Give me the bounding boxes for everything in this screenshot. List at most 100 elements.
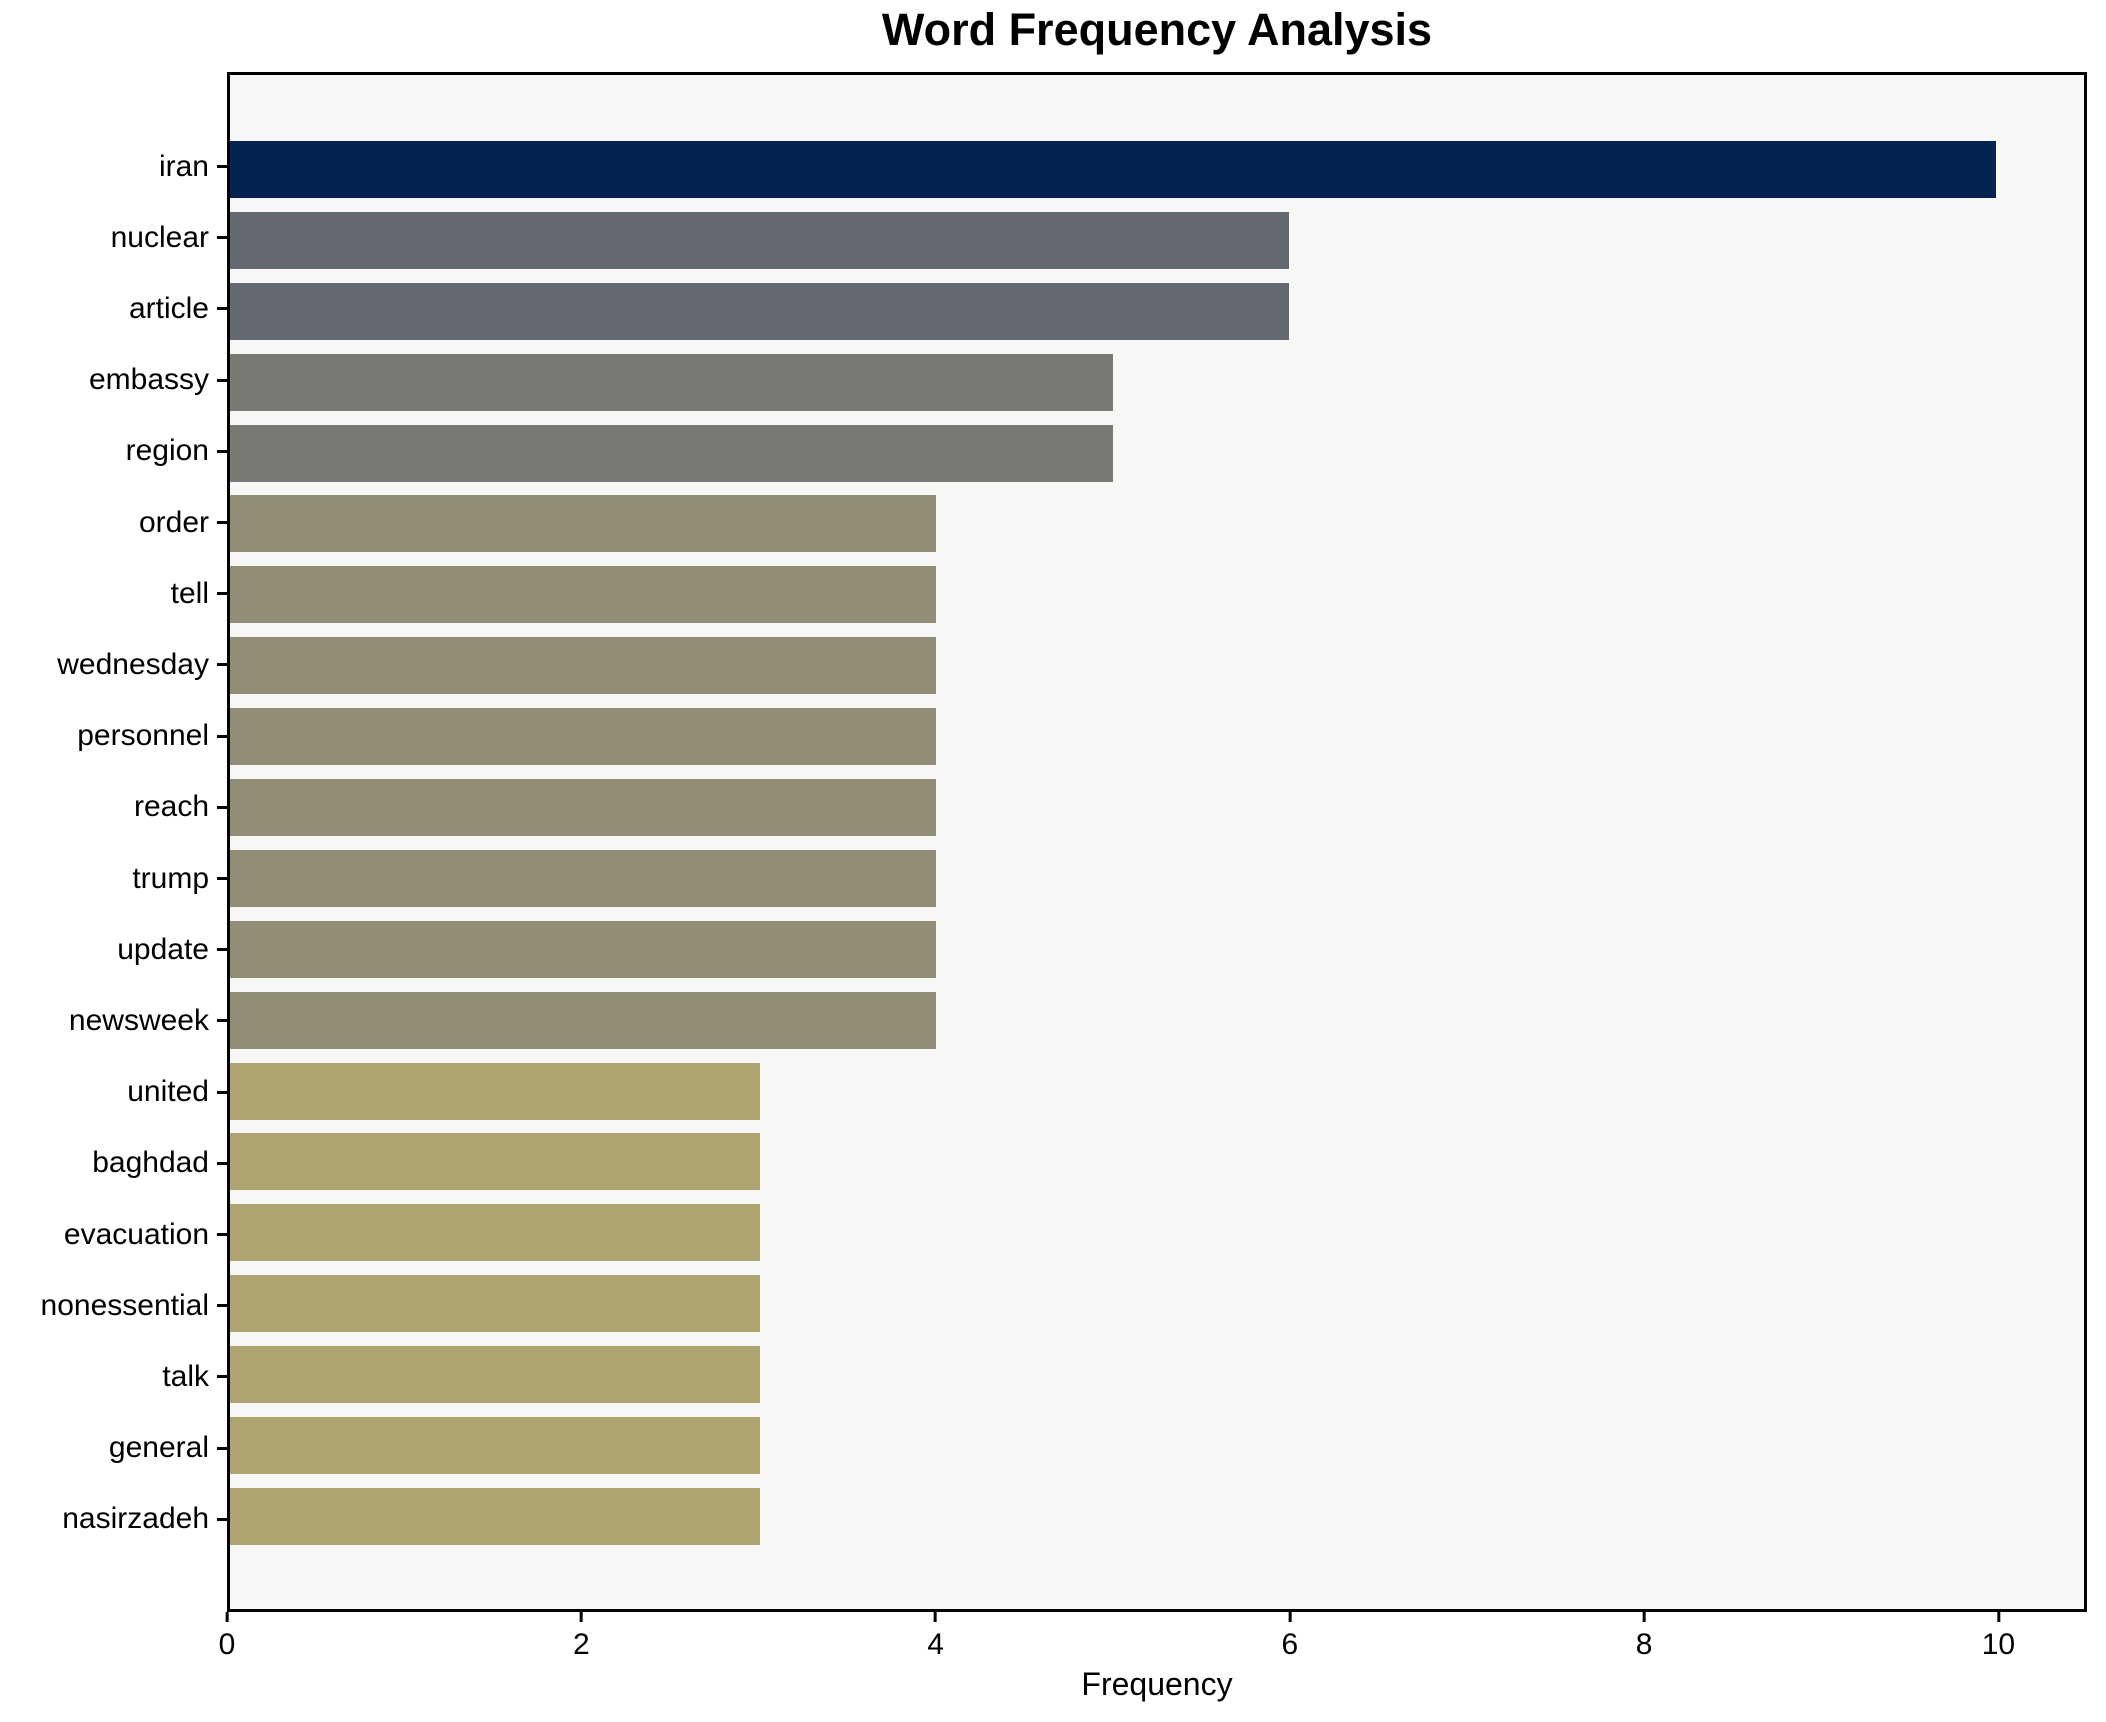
y-tick-mark <box>217 592 227 596</box>
x-tick-mark <box>934 1612 938 1622</box>
y-tick-label: update <box>117 932 209 966</box>
bar-row <box>230 495 2084 553</box>
x-axis-ticks: 0 2 4 6 8 10 <box>219 1612 2087 1682</box>
bar-iran <box>230 141 1996 198</box>
bar-region <box>230 424 1113 482</box>
y-tick-label: order <box>138 505 209 539</box>
y-tick-label: personnel <box>77 719 209 753</box>
y-tick-label: talk <box>162 1359 209 1393</box>
bar-row <box>230 849 2084 907</box>
y-tick-row: iran <box>0 138 227 195</box>
bar-row <box>230 1062 2084 1120</box>
bar-tell <box>230 566 937 624</box>
y-tick-mark <box>217 1375 227 1379</box>
y-tick-label: article <box>128 291 209 325</box>
y-tick-mark <box>217 734 227 738</box>
y-tick-label: embassy <box>88 363 209 397</box>
x-tick-4: 4 <box>927 1612 944 1662</box>
bar-row <box>230 779 2084 837</box>
x-tick-label: 4 <box>927 1628 944 1661</box>
bar-row <box>230 1275 2084 1333</box>
bar-nonessential <box>230 1275 760 1333</box>
y-tick-mark <box>217 236 227 240</box>
y-tick-mark <box>217 1090 227 1094</box>
y-tick-row: personnel <box>0 708 227 765</box>
y-tick-mark <box>217 307 227 311</box>
bar-personnel <box>230 708 937 766</box>
y-tick-label: nonessential <box>40 1288 209 1322</box>
bar-row <box>230 637 2084 695</box>
x-axis-label: Frequency <box>1081 1666 1233 1702</box>
bar-row <box>230 991 2084 1049</box>
y-axis-labels: iran nuclear article embassy region order tell… <box>0 72 227 1612</box>
y-tick-row: baghdad <box>0 1135 227 1192</box>
y-tick-mark <box>217 1304 227 1308</box>
y-tick-label: evacuation <box>63 1217 209 1251</box>
x-tick-label: 10 <box>1981 1628 2016 1661</box>
bar-row <box>230 1417 2084 1475</box>
bar-row <box>230 141 2084 198</box>
y-tick-label: iran <box>158 149 209 183</box>
y-tick-label: general <box>108 1431 209 1465</box>
bar-row <box>230 424 2084 482</box>
x-tick-2: 2 <box>573 1612 590 1662</box>
x-tick-mark <box>1288 1612 1292 1622</box>
bar-united <box>230 1062 760 1120</box>
bar-row <box>230 282 2084 340</box>
y-tick-mark <box>217 663 227 667</box>
bar-baghdad <box>230 1133 760 1191</box>
y-tick-label: newsweek <box>68 1003 209 1037</box>
chart-title: Word Frequency Analysis <box>881 4 1433 55</box>
y-tick-row: newsweek <box>0 992 227 1049</box>
x-tick-mark <box>1642 1612 1646 1622</box>
y-tick-row: wednesday <box>0 636 227 693</box>
y-tick-label: trump <box>132 861 209 895</box>
bar-article <box>230 282 1290 340</box>
y-tick-mark <box>217 1161 227 1165</box>
x-tick-0: 0 <box>218 1612 236 1662</box>
x-tick-mark <box>225 1612 229 1622</box>
y-tick-row: update <box>0 921 227 978</box>
y-tick-mark <box>217 877 227 881</box>
y-tick-row: nonessential <box>0 1277 227 1334</box>
y-tick-mark <box>217 948 227 952</box>
bar-wednesday <box>230 637 937 695</box>
y-tick-label: baghdad <box>92 1146 209 1180</box>
y-tick-mark <box>217 1233 227 1237</box>
y-tick-mark <box>217 378 227 382</box>
y-tick-row: region <box>0 423 227 480</box>
bar-talk <box>230 1346 760 1404</box>
bar-nuclear <box>230 211 1290 269</box>
y-tick-row: general <box>0 1420 227 1477</box>
y-tick-label: region <box>125 434 209 468</box>
bar-row <box>230 566 2084 624</box>
y-tick-row: embassy <box>0 352 227 409</box>
y-tick-label: wednesday <box>57 647 209 681</box>
x-tick-label: 2 <box>572 1628 590 1661</box>
bar-general <box>230 1417 760 1475</box>
bar-reach <box>230 779 937 837</box>
x-tick-label: 0 <box>218 1628 236 1661</box>
y-tick-mark <box>217 449 227 453</box>
bar-row <box>230 708 2084 766</box>
x-tick-label: 8 <box>1635 1628 1653 1661</box>
y-tick-row: order <box>0 494 227 551</box>
plot-area <box>227 72 2087 1612</box>
bar-row <box>230 1346 2084 1404</box>
y-tick-row: reach <box>0 779 227 836</box>
y-tick-mark <box>217 1517 227 1521</box>
bar-row <box>230 211 2084 269</box>
bar-update <box>230 920 937 978</box>
y-tick-row: trump <box>0 850 227 907</box>
y-tick-mark <box>217 1019 227 1023</box>
x-tick-6: 6 <box>1282 1612 1298 1662</box>
x-tick-10: 10 <box>1982 1612 2015 1662</box>
y-tick-row: talk <box>0 1348 227 1405</box>
y-tick-mark <box>217 805 227 809</box>
bar-row <box>230 1204 2084 1262</box>
y-tick-row: article <box>0 280 227 337</box>
bar-row <box>230 1487 2084 1545</box>
y-tick-label: reach <box>133 790 209 824</box>
y-tick-mark <box>217 521 227 525</box>
